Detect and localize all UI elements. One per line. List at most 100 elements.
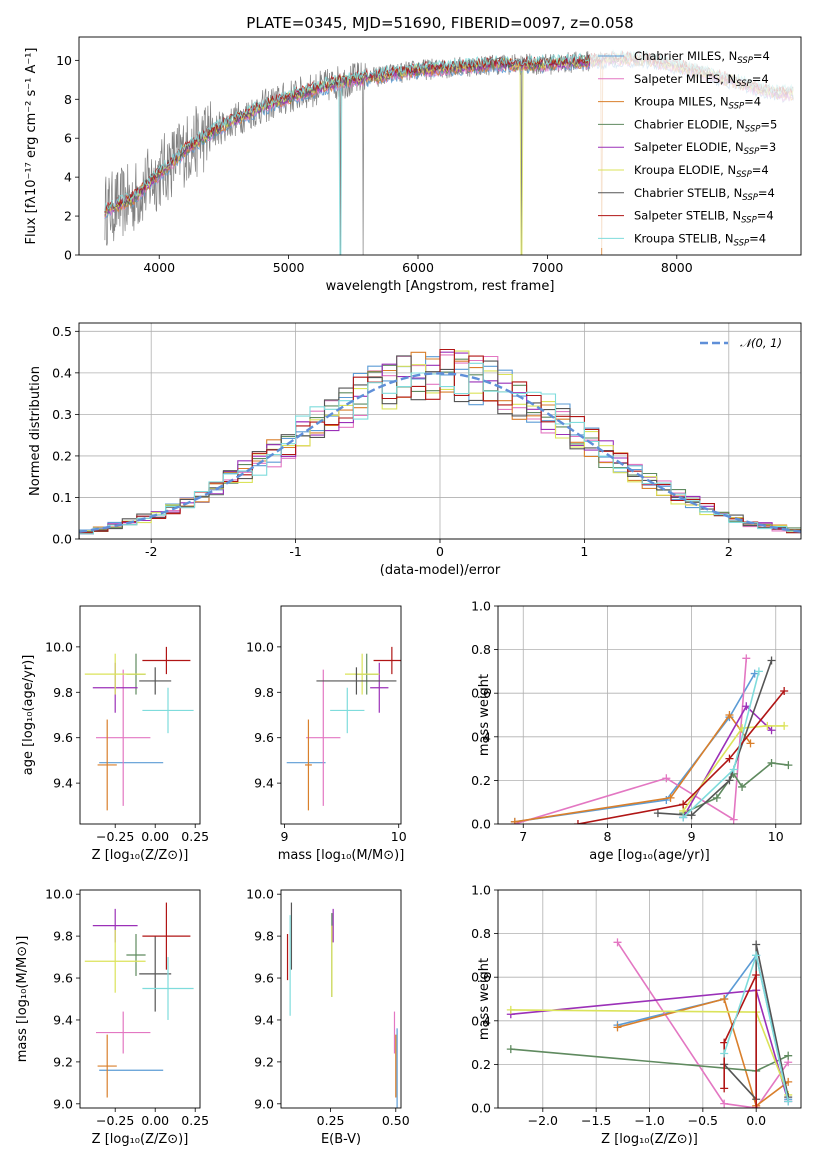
hist-legend: 𝒩(0, 1) <box>700 336 782 350</box>
spectrum-xtick-label: 8000 <box>661 260 693 275</box>
weight-marker <box>780 687 789 696</box>
weight-marker <box>662 796 671 805</box>
weight-line <box>514 713 752 823</box>
mw-age-ytick-label: 1.0 <box>471 599 491 614</box>
hist-xlabel: (data-model)/error <box>380 563 501 578</box>
weight-marker <box>784 1051 793 1060</box>
weight-marker <box>752 940 761 949</box>
age-mass-ytick-label: 9.6 <box>254 730 274 745</box>
spectrum-ytick-label: 4 <box>64 170 72 185</box>
age-z-ylabel: age [log₁₀(age/yr)] <box>21 655 36 776</box>
spectrum-panel: 4000 5000 6000 7000 8000 0 2 4 6 8 10 wavelength [A… <box>24 36 802 294</box>
mass-z-ytick-label: 9.2 <box>53 1054 73 1069</box>
hist-ylabel: Normed distribution <box>28 366 43 496</box>
weight-marker <box>573 820 582 824</box>
weight-marker <box>784 1097 793 1106</box>
mw-age-xtick-label: 9 <box>688 829 696 844</box>
hist-panel: -2 -1 0 1 2 0.0 0.1 0.2 0.3 0.4 0.5 (data-model)/er… <box>28 322 802 578</box>
age-mass-xlabel: mass [log₁₀(M/M⊙)] <box>278 848 405 863</box>
mass-z-ytick-label: 9.4 <box>53 1012 73 1027</box>
mw-z-xtick-label: 0.0 <box>746 1113 766 1128</box>
spectrum-xtick-label: 5000 <box>273 260 305 275</box>
weight-marker <box>750 669 759 678</box>
weight-marker <box>720 1099 729 1108</box>
hist-xtick-label: -2 <box>145 544 157 559</box>
hist-plot-area <box>79 348 801 539</box>
mass-z-panel: −0.25 0.00 0.25 9.0 9.2 9.4 9.6 9.8 10.0 Z [log₁₀… <box>15 887 209 1147</box>
weight-marker <box>725 776 734 785</box>
legend-label: Kroupa STELIB, NSSP=4 <box>634 231 766 248</box>
spectrum-ytick-label: 10 <box>56 53 72 68</box>
spectrum-xtick-label: 4000 <box>143 260 175 275</box>
weight-marker <box>738 782 747 791</box>
weight-line <box>616 941 789 1108</box>
age-z-ytick-label: 9.6 <box>53 730 73 745</box>
mw-age-ytick-label: 0.2 <box>471 773 491 788</box>
mw-z-ytick-label: 0.4 <box>471 1013 491 1028</box>
age-z-frame <box>79 605 201 825</box>
legend-label: Chabrier ELODIE, NSSP=5 <box>634 117 777 134</box>
weight-line <box>723 974 757 1108</box>
mass-z-xtick-label: 0.00 <box>141 1113 169 1128</box>
mw-age-xtick-label: 8 <box>603 829 611 844</box>
mw-z-xtick-label: −2.0 <box>528 1113 558 1128</box>
weight-marker <box>506 1005 515 1014</box>
weight-marker <box>510 817 519 824</box>
weight-marker <box>712 793 721 802</box>
mw-z-ytick-label: 0.8 <box>471 926 491 941</box>
weight-marker <box>679 800 688 809</box>
weight-marker <box>752 971 761 980</box>
legend-label: Kroupa ELODIE, NSSP=4 <box>634 163 769 180</box>
mass-z-ytick-label: 9.8 <box>53 929 73 944</box>
hist-ytick-label: 0.1 <box>52 490 72 505</box>
mass-ebv-xtick-label: 0.50 <box>382 1113 410 1128</box>
mass-z-xlabel: Z [log₁₀(Z/Z⊙)] <box>92 1132 189 1147</box>
weight-marker <box>720 1049 729 1058</box>
mw-z-plot-area <box>506 938 793 1108</box>
age-mass-panel: 9 10 9.4 9.6 9.8 10.0 mass [log₁₀(M/M⊙)] <box>246 605 407 863</box>
mw-z-ytick-label: 0.6 <box>471 970 491 985</box>
weight-marker <box>506 1045 515 1054</box>
age-mass-plot-area <box>286 646 401 811</box>
weight-marker <box>767 656 776 665</box>
mass-ebv-ytick-label: 9.8 <box>254 929 274 944</box>
weight-marker <box>653 809 662 818</box>
age-z-plot-area <box>84 646 194 811</box>
weight-line <box>577 690 785 824</box>
mw-age-panel: 7 8 9 10 0.0 0.2 0.4 0.6 0.8 1.0 age [log₁₀(age/yr… <box>471 599 802 863</box>
spectrum-ytick-label: 2 <box>64 209 72 224</box>
mw-z-xtick-label: −1.5 <box>581 1113 611 1128</box>
mw-z-ylabel: mass weight <box>477 958 492 1040</box>
mw-z-xtick-label: −0.5 <box>688 1113 718 1128</box>
mw-age-plot-area <box>510 654 793 824</box>
mass-z-frame <box>79 889 201 1109</box>
weight-marker <box>679 813 688 822</box>
hist-ytick-label: 0.3 <box>52 407 72 422</box>
weight-line <box>617 998 789 1108</box>
mw-z-ytick-label: 1.0 <box>471 883 491 898</box>
mw-age-ytick-label: 0.4 <box>471 729 491 744</box>
age-mass-frame <box>280 605 402 825</box>
mass-z-xtick-label: 0.25 <box>181 1113 209 1128</box>
weight-marker <box>687 811 696 820</box>
mw-age-xtick-label: 7 <box>519 829 527 844</box>
weight-marker <box>720 995 729 1003</box>
mw-z-ytick-label: 0.2 <box>471 1057 491 1072</box>
mass-ebv-panel: 0.25 0.50 9.0 9.2 9.4 9.6 9.8 10.0 E(B-V) <box>246 887 410 1147</box>
figure-title: PLATE=0345, MJD=51690, FIBERID=0097, z=0… <box>246 14 633 32</box>
mw-age-ylabel: mass weight <box>477 674 492 756</box>
weight-marker <box>784 761 793 770</box>
age-z-xlabel: Z [log₁₀(Z/Z⊙)] <box>92 848 189 863</box>
mass-z-ytick-label: 9.0 <box>53 1096 73 1111</box>
age-mass-xtick-label: 10 <box>391 829 407 844</box>
mw-age-ytick-label: 0.0 <box>471 817 491 832</box>
age-mass-ytick-label: 9.4 <box>254 776 274 791</box>
mass-ebv-xtick-label: 0.25 <box>317 1113 345 1128</box>
mass-ebv-ytick-label: 10.0 <box>246 887 274 902</box>
legend-label: Salpeter ELODIE, NSSP=3 <box>634 140 776 157</box>
weight-marker <box>666 793 675 802</box>
age-z-panel: −0.25 0.00 0.25 9.4 9.6 9.8 10.0 Z [log₁₀(Z/Z⊙)… <box>21 605 209 863</box>
weight-line <box>657 660 773 817</box>
mw-age-frame <box>497 605 802 825</box>
spectrum-legend: Chabrier MILES, NSSP=4 Salpeter MILES, NS… <box>590 44 795 248</box>
